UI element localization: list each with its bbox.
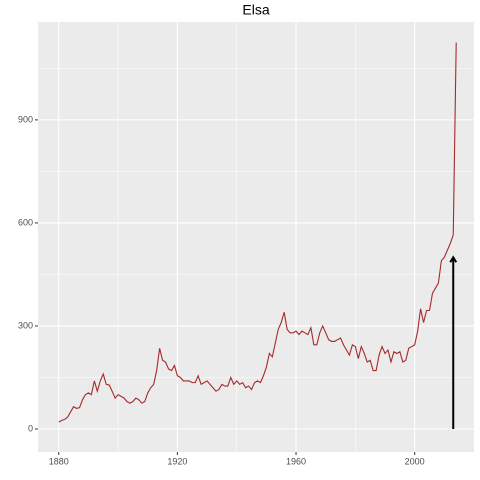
y-tick-label: 0	[28, 423, 33, 433]
panel	[38, 22, 474, 452]
y-tick-label: 300	[18, 320, 33, 330]
x-tick-label: 1880	[49, 456, 69, 466]
x-tick-label: 1960	[286, 456, 306, 466]
arrow-head	[449, 255, 458, 263]
x-tick-label: 1920	[167, 456, 187, 466]
x-tick-label: 2000	[405, 456, 425, 466]
chart-title: Elsa	[242, 2, 269, 18]
line	[58, 42, 457, 423]
y-tick-label: 600	[18, 217, 33, 227]
y-tick-label: 900	[18, 114, 33, 124]
